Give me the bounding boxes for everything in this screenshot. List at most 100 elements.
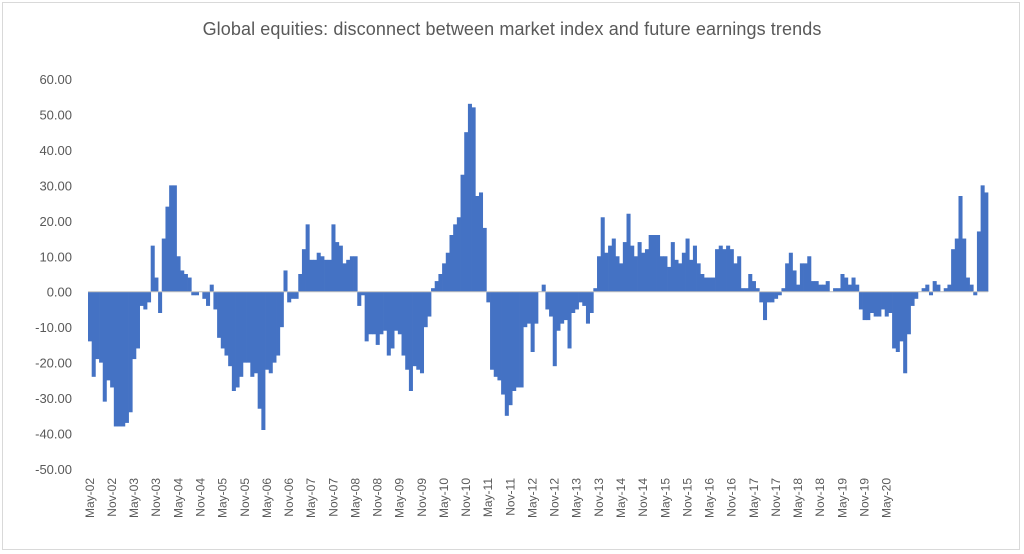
bar: [718, 245, 723, 292]
bar: [265, 291, 270, 370]
x-tick-label: May-06: [260, 478, 274, 518]
bar: [390, 291, 395, 349]
bar: [965, 277, 970, 292]
bar: [220, 291, 225, 349]
bar: [128, 291, 133, 413]
x-tick-label: May-08: [348, 478, 362, 518]
bar: [364, 291, 369, 342]
bar: [253, 291, 259, 374]
bar: [763, 291, 768, 321]
bar: [88, 291, 93, 342]
bar: [534, 291, 539, 324]
bar: [434, 281, 439, 292]
x-tick-label: May-17: [747, 478, 761, 518]
bar: [943, 288, 948, 292]
bar: [124, 291, 129, 423]
bar: [449, 235, 454, 292]
bar: [172, 185, 177, 292]
bar: [279, 291, 284, 328]
bar: [231, 291, 236, 391]
bar: [442, 263, 447, 292]
bar: [851, 277, 856, 292]
y-tick-label: -20.00: [35, 356, 72, 371]
bar: [239, 291, 244, 377]
bar: [331, 224, 336, 292]
y-tick-label: 50.00: [39, 107, 72, 122]
bar: [862, 291, 867, 321]
x-tick-label: May-03: [127, 478, 141, 518]
x-tick-label: May-19: [835, 478, 849, 518]
bar: [685, 238, 690, 292]
y-tick-label: -30.00: [35, 391, 72, 406]
bar: [692, 245, 697, 292]
bar: [803, 263, 808, 292]
bar: [888, 291, 893, 313]
bar: [892, 291, 897, 349]
bar: [600, 217, 605, 292]
bar: [423, 291, 428, 328]
bar: [379, 291, 384, 335]
bar: [438, 274, 443, 292]
y-tick-label: 30.00: [39, 178, 72, 193]
bar: [327, 259, 332, 292]
bar: [847, 284, 852, 292]
x-tick-label: Nov-19: [857, 478, 871, 517]
bar: [814, 281, 819, 292]
bar: [206, 291, 211, 306]
bar: [261, 291, 266, 430]
bar: [346, 259, 351, 292]
x-tick-label: Nov-06: [282, 478, 296, 517]
bar: [405, 291, 410, 370]
bar: [320, 256, 325, 292]
bar: [183, 274, 188, 292]
bar: [707, 277, 712, 292]
bar: [637, 242, 642, 292]
x-tick-label: May-11: [481, 478, 495, 517]
bar: [478, 192, 484, 292]
bar: [268, 291, 273, 374]
bar: [324, 259, 329, 292]
bar: [490, 291, 495, 370]
x-tick-label: Nov-07: [326, 478, 340, 517]
bar: [962, 238, 967, 292]
bar: [91, 291, 96, 377]
x-tick-label: Nov-17: [769, 478, 783, 517]
bar: [980, 185, 985, 292]
bar: [855, 284, 860, 292]
x-tick-label: May-10: [437, 478, 451, 518]
bar: [740, 288, 745, 292]
bar: [928, 291, 934, 296]
y-tick-label: -50.00: [35, 462, 72, 477]
bar: [475, 196, 480, 292]
bar: [515, 291, 520, 388]
x-tick-label: Nov-16: [725, 478, 739, 517]
bar: [678, 263, 683, 292]
bar: [840, 274, 845, 292]
bar: [228, 291, 233, 367]
bar: [578, 291, 583, 303]
bar: [567, 291, 572, 349]
bar: [335, 242, 340, 292]
bar: [622, 242, 627, 292]
bar: [194, 291, 200, 296]
bar: [648, 235, 653, 292]
bar: [298, 274, 303, 292]
x-tick-label: Nov-12: [548, 478, 562, 517]
bar: [667, 266, 672, 292]
bar: [102, 291, 107, 402]
bar: [401, 291, 406, 356]
bar: [158, 291, 163, 313]
bar: [154, 277, 159, 292]
bar: [751, 281, 756, 292]
bar: [825, 281, 830, 292]
x-tick-label: May-20: [880, 478, 894, 518]
bar: [755, 288, 760, 292]
bar: [703, 277, 709, 292]
bar: [958, 196, 963, 292]
bar: [659, 256, 664, 292]
bar: [276, 291, 281, 356]
bar: [132, 291, 137, 360]
bar: [585, 291, 590, 324]
bar: [504, 291, 509, 416]
bar: [670, 242, 675, 292]
